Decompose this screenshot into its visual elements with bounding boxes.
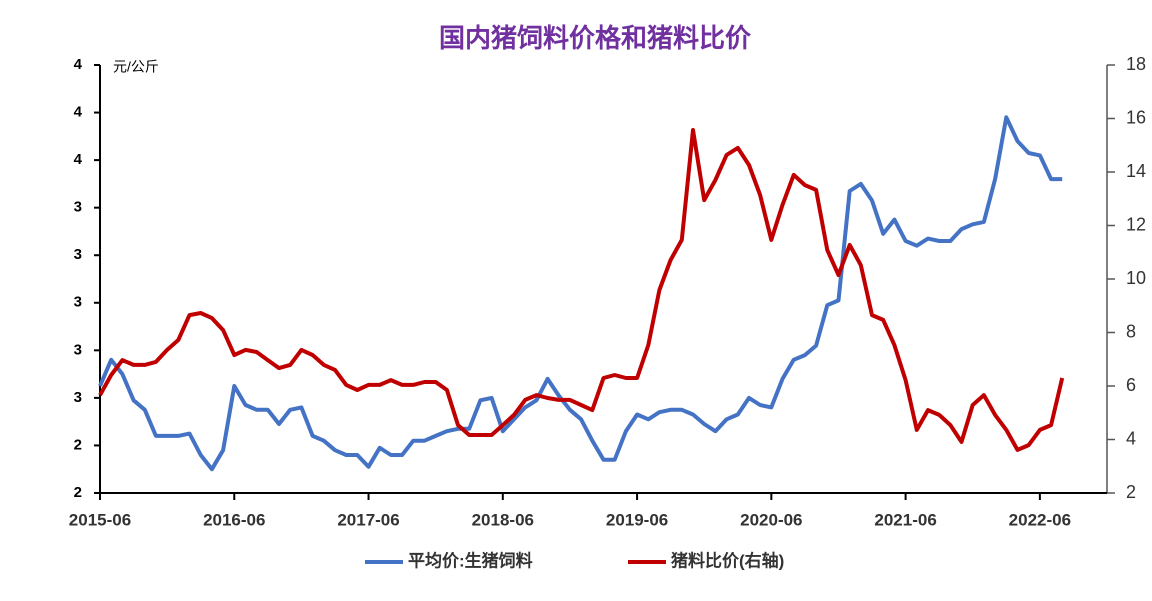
x-tick-label: 2019-06 <box>606 510 668 529</box>
y-tick-label: 2 <box>74 484 82 501</box>
y2-tick-label: 14 <box>1126 161 1146 181</box>
y-tick-label: 3 <box>74 199 82 216</box>
x-tick-label: 2017-06 <box>337 510 399 529</box>
y-tick-label: 4 <box>74 104 83 121</box>
x-tick-label: 2022-06 <box>1009 510 1071 529</box>
legend-label: 猪料比价(右轴) <box>671 550 784 570</box>
series-line <box>98 115 1063 472</box>
x-tick-label: 2018-06 <box>472 510 534 529</box>
x-tick-label: 2020-06 <box>740 510 802 529</box>
x-tick-label: 2015-06 <box>69 510 131 529</box>
y-tick-label: 3 <box>74 294 82 311</box>
y-tick-label: 3 <box>74 389 82 406</box>
y-tick-label: 4 <box>74 151 83 168</box>
y-axis-unit: 元/公斤 <box>113 59 159 75</box>
y-tick-label: 3 <box>74 341 82 358</box>
y-tick-label: 2 <box>74 436 82 453</box>
x-tick-label: 2016-06 <box>203 510 265 529</box>
y2-tick-label: 8 <box>1126 321 1136 341</box>
y2-tick-label: 10 <box>1126 268 1146 288</box>
chart-title: 国内猪饲料价格和猪料比价 <box>439 23 752 53</box>
y2-tick-label: 4 <box>1126 428 1136 448</box>
y-tick-label: 4 <box>74 56 83 73</box>
y2-tick-label: 16 <box>1126 107 1146 127</box>
y2-tick-label: 18 <box>1126 54 1146 74</box>
y2-tick-label: 6 <box>1126 375 1136 395</box>
y2-tick-label: 2 <box>1126 482 1136 502</box>
series-line <box>98 128 1065 452</box>
y2-tick-label: 12 <box>1126 214 1146 234</box>
y-tick-label: 3 <box>74 246 82 263</box>
x-tick-label: 2021-06 <box>874 510 936 529</box>
legend-label: 平均价:生猪饲料 <box>408 550 533 570</box>
